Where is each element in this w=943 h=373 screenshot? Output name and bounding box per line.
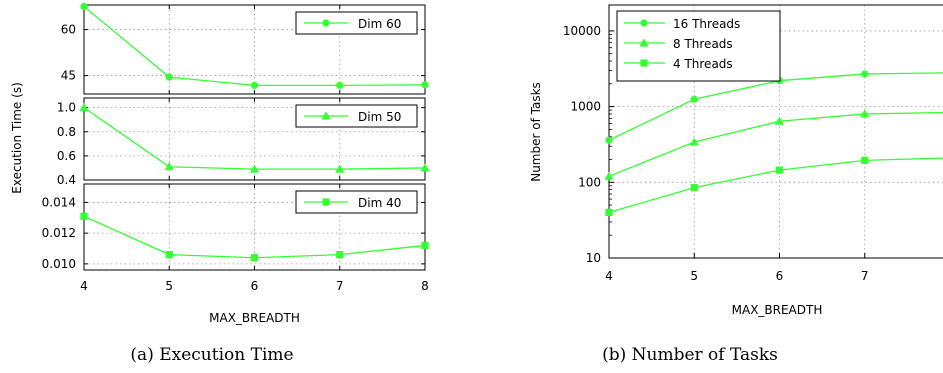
data-point xyxy=(421,81,429,89)
y-tick-label: 1.0 xyxy=(57,101,76,115)
y-axis-title: Execution Time (s) xyxy=(10,82,24,194)
series-line xyxy=(608,157,943,214)
y-tick-label: 0.4 xyxy=(57,173,76,187)
data-point xyxy=(80,212,88,220)
legend-box xyxy=(295,104,418,128)
panel-dim-40: 0.010 0.012 0.014 Dim 40 xyxy=(42,183,429,271)
y-tick-label: 60 xyxy=(61,23,76,37)
y-tick-label: 0.010 xyxy=(42,257,76,271)
data-point xyxy=(336,81,344,90)
panel-dim-50: 0.4 0.6 0.8 1.0 Dim 50 xyxy=(57,97,430,187)
data-point xyxy=(775,166,784,174)
data-point xyxy=(79,103,89,112)
data-point xyxy=(774,116,785,125)
data-point xyxy=(80,2,88,11)
y-tick-label: 1000 xyxy=(570,100,601,114)
data-point xyxy=(336,251,344,259)
x-axis-title: MAX_BREADTH xyxy=(209,311,300,325)
x-tick-label: 6 xyxy=(776,269,784,283)
data-point xyxy=(165,251,173,259)
caption-a: (a) Execution Time xyxy=(130,345,293,365)
legend-label: Dim 50 xyxy=(358,110,401,124)
plot-frame xyxy=(83,4,426,95)
data-point xyxy=(690,184,698,192)
data-point xyxy=(861,70,869,78)
data-point xyxy=(605,136,613,144)
series-8-threads xyxy=(604,109,943,180)
data-point xyxy=(860,109,870,118)
series-4-threads xyxy=(605,156,943,217)
y-axis-title: Number of Tasks xyxy=(529,82,543,182)
plot-frame xyxy=(83,97,426,181)
y-tick-label: 100 xyxy=(578,175,601,189)
x-tick-label: 8 xyxy=(421,279,429,293)
data-point xyxy=(420,163,430,172)
data-point xyxy=(604,171,614,180)
panel-dim-60: 45 60 Dim 60 xyxy=(61,2,429,95)
data-point xyxy=(605,208,613,217)
x-tick-label: 5 xyxy=(690,269,698,283)
y-tick-label: 0.012 xyxy=(42,226,76,240)
plot-frame xyxy=(83,183,426,271)
data-point xyxy=(250,254,259,262)
legend-label: 4 Threads xyxy=(673,57,733,71)
data-point xyxy=(250,81,259,90)
data-point xyxy=(164,162,174,171)
y-tick-label: 0.6 xyxy=(57,149,76,163)
x-tick-label: 7 xyxy=(861,269,869,283)
legend-marker xyxy=(640,19,648,27)
legend-marker xyxy=(321,111,331,120)
legend-marker xyxy=(322,198,330,206)
legend-marker xyxy=(640,59,648,67)
caption-b: (b) Number of Tasks xyxy=(602,345,778,365)
legend-marker xyxy=(639,38,649,47)
legend-marker xyxy=(322,19,330,27)
data-point xyxy=(689,137,699,146)
data-point xyxy=(335,164,345,173)
data-point xyxy=(165,73,173,81)
legend-label: 8 Threads xyxy=(673,37,733,51)
data-point xyxy=(690,95,698,103)
data-point xyxy=(421,241,429,250)
y-tick-label: 10000 xyxy=(563,24,601,38)
y-tick-label: 45 xyxy=(61,69,76,83)
x-axis-title: MAX_BREADTH xyxy=(732,303,823,317)
data-point xyxy=(249,164,260,173)
legend-box xyxy=(295,190,418,214)
data-point xyxy=(861,156,869,164)
x-tick-label: 7 xyxy=(336,279,344,293)
legend-label: 16 Threads xyxy=(673,17,740,31)
x-tick-label: 4 xyxy=(80,279,88,293)
y-tick-label: 0.014 xyxy=(42,195,76,209)
legend-label: Dim 40 xyxy=(358,196,401,210)
legend-box xyxy=(295,11,418,35)
series-line xyxy=(83,215,426,259)
y-tick-label: 10 xyxy=(586,251,601,265)
y-tick-label: 0.8 xyxy=(57,125,76,139)
x-tick-label: 5 xyxy=(165,279,173,293)
x-tick-label: 4 xyxy=(605,269,613,283)
plot-frame xyxy=(608,4,943,259)
legend-label: Dim 60 xyxy=(358,17,401,31)
x-tick-label: 6 xyxy=(251,279,259,293)
